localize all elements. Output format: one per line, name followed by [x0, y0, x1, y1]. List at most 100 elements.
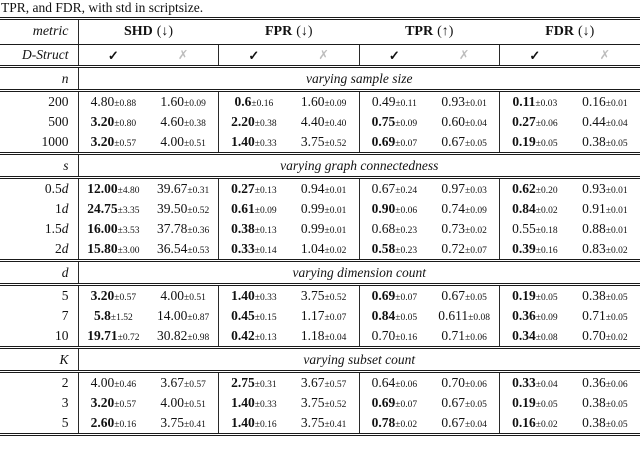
metric-value: 0.62 [512, 180, 536, 196]
metric-value: 0.33 [512, 374, 536, 390]
std-value: ±0.06 [605, 379, 628, 390]
value-cell: 0.64±0.06 [358, 371, 430, 393]
std-value: ±0.01 [605, 225, 628, 236]
value-cell: 0.19±0.05 [498, 132, 570, 154]
value-cell: 0.94±0.01 [289, 178, 359, 200]
metric-value: 3.67 [300, 374, 325, 390]
metric-value: 0.67 [441, 133, 466, 149]
value-cell: 1.60±0.09 [148, 91, 218, 113]
metric-value: 0.73 [441, 220, 466, 236]
std-value: ±0.16 [535, 245, 558, 256]
value-cell: 0.70±0.16 [358, 326, 430, 348]
metric-value: 0.6 [234, 93, 252, 109]
metric-value: 0.42 [231, 327, 255, 343]
value-cell: 0.38±0.05 [570, 285, 640, 307]
section-header-row-n: n varying sample size [0, 65, 640, 92]
row-label-number: 5 [61, 288, 69, 304]
metric-value: 0.36 [512, 307, 536, 323]
metric-value: 3.75 [160, 414, 185, 430]
data-row-n-200: 200 4.80±0.88 1.60±0.09 0.6±0.16 1.60±0.09 0.… [0, 90, 640, 113]
std-value: ±0.04 [465, 419, 487, 430]
std-value: ±0.05 [465, 292, 487, 303]
std-value: ±4.80 [117, 185, 140, 196]
check-icon: ✓ [77, 44, 149, 67]
value-cell: 0.62±0.20 [498, 177, 570, 199]
row-label: 0.5d [0, 178, 78, 200]
value-cell: 0.67±0.05 [429, 285, 499, 307]
section-title: varying graph connectedness [77, 152, 640, 179]
metric-value: 0.19 [512, 287, 536, 303]
value-cell: 0.75±0.09 [358, 112, 430, 132]
check-icon: ✓ [217, 44, 289, 67]
value-cell: 4.00±0.51 [148, 132, 218, 154]
std-value: ±0.01 [324, 185, 347, 196]
metric-value: 2.60 [90, 414, 115, 430]
std-value: ±0.05 [465, 399, 487, 410]
std-value: ±0.07 [324, 312, 347, 323]
value-cell: 0.68±0.23 [358, 219, 430, 239]
row-label: 5 [0, 413, 78, 436]
value-cell: 36.54±0.53 [148, 239, 218, 261]
std-value: ±0.03 [535, 98, 558, 109]
std-value: ±0.08 [468, 312, 490, 323]
value-cell: 0.67±0.05 [429, 393, 499, 413]
value-cell: 0.33±0.04 [498, 371, 570, 393]
section-variable: s [0, 152, 78, 179]
std-value: ±0.05 [535, 292, 558, 303]
value-cell: 0.16±0.01 [570, 91, 640, 113]
value-cell: 2.20±0.38 [217, 112, 289, 132]
metric-column-label: metric [0, 17, 78, 45]
data-row-K-5: 5 2.60±0.16 3.75±0.41 1.40±0.16 3.75±0.41 0.7… [0, 413, 640, 436]
std-value: ±0.01 [465, 98, 487, 109]
value-cell: 5.8±1.52 [77, 306, 149, 326]
std-value: ±0.05 [605, 138, 628, 149]
std-value: ±0.33 [254, 292, 277, 303]
std-value: ±0.03 [465, 185, 487, 196]
row-label-number: 2 [61, 375, 69, 391]
std-value: ±0.24 [395, 185, 418, 196]
metric-value: 0.58 [371, 240, 396, 256]
metric-header-row: metric SHD (↓) FPR (↓) TPR (↑) FDR (↓) [0, 17, 640, 45]
row-label: 3 [0, 393, 78, 413]
metric-value: 24.75 [87, 200, 118, 216]
value-cell: 0.84±0.02 [498, 199, 570, 219]
value-cell: 0.83±0.02 [570, 239, 640, 261]
value-cell: 0.69±0.07 [358, 284, 430, 306]
metric-value: 0.34 [512, 327, 536, 343]
tpr-label: TPR [405, 24, 434, 39]
std-value: ±0.09 [254, 205, 277, 216]
value-cell: 0.93±0.01 [570, 178, 640, 200]
std-value: ±0.01 [605, 205, 628, 216]
metric-value: 12.00 [87, 180, 118, 196]
value-cell: 1.40±0.33 [217, 132, 289, 154]
std-value: ±0.06 [465, 379, 487, 390]
metric-value: 0.27 [512, 113, 536, 129]
value-cell: 16.00±3.53 [77, 219, 149, 239]
metric-value: 1.40 [231, 133, 255, 149]
metric-value: 0.16 [582, 93, 606, 109]
std-value: ±0.13 [254, 332, 277, 343]
data-row-s-1d: 1d 24.75±3.35 39.50±0.52 0.61±0.09 0.99±0.01… [0, 199, 640, 219]
metric-value: 0.74 [441, 200, 466, 216]
value-cell: 0.16±0.02 [498, 413, 570, 436]
value-cell: 12.00±4.80 [77, 177, 149, 199]
value-cell: 0.70±0.02 [570, 326, 640, 348]
metric-value: 0.72 [441, 240, 466, 256]
row-label-number: 7 [61, 308, 69, 324]
value-cell: 0.69±0.07 [358, 132, 430, 154]
metric-value: 0.88 [582, 220, 606, 236]
value-cell: 0.27±0.13 [217, 177, 289, 199]
value-cell: 1.17±0.07 [289, 306, 359, 326]
std-value: ±0.52 [324, 138, 347, 149]
value-cell: 4.00±0.46 [77, 371, 149, 393]
metric-value: 1.04 [300, 240, 325, 256]
value-cell: 3.67±0.57 [289, 372, 359, 394]
metric-value: 3.20 [90, 394, 115, 410]
metric-value: 0.38 [582, 287, 606, 303]
data-row-n-1000: 1000 3.20±0.57 4.00±0.51 1.40±0.33 3.75±0.52… [0, 132, 640, 154]
value-cell: 0.84±0.05 [358, 306, 430, 326]
metric-value: 1.40 [231, 414, 255, 430]
value-cell: 0.38±0.05 [570, 132, 640, 154]
fdr-label: FDR [545, 24, 574, 39]
shd-label: SHD [123, 24, 153, 39]
